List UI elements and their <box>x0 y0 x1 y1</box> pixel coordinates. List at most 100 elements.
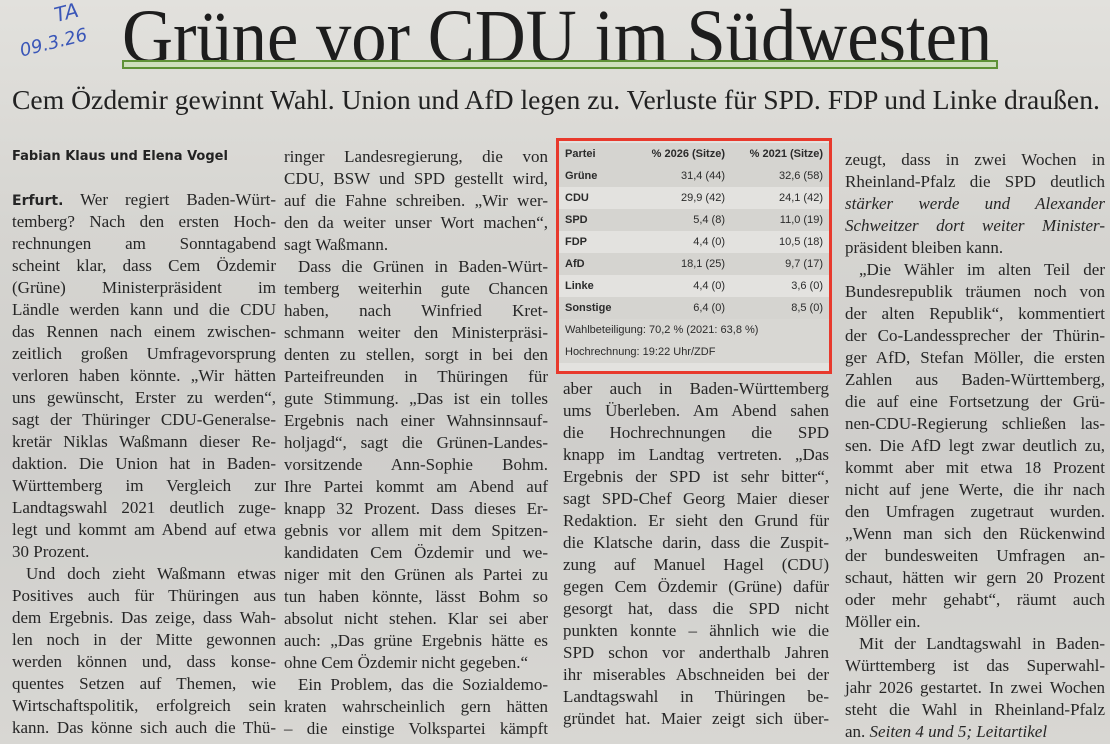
article-line: ohne Cem Özdemir nicht gegeben.“ <box>284 652 548 674</box>
line-text: knapp 32 Prozent. Dass dieses Er- <box>284 499 548 518</box>
article-line: ringer Landesregierung, die von <box>284 146 548 168</box>
article-line: zeitlich großen Umfragevorsprung <box>12 343 276 365</box>
line-text: rechnungen am Sonntagabend <box>12 234 276 253</box>
article-line: Positives auch für Thüringen aus <box>12 585 276 607</box>
result-2021: 10,5 (18) <box>778 236 823 248</box>
table-row: AfD 18,1 (25) 9,7 (17) <box>559 253 829 275</box>
article-line: kandidaten Cem Özdemir und we- <box>284 542 548 564</box>
article-line: Württemberg im Vergleich zur <box>12 475 276 497</box>
article-line: Landtagswahl 2021 deutlich zuge- <box>12 497 276 519</box>
article-line: kretär Niklas Waßmann dieser Re- <box>12 431 276 453</box>
article-line: aber auch in Baden-Württemberg <box>563 378 829 400</box>
line-text: an. <box>845 722 870 741</box>
line-text: den Umfragen zugetraut wurden. <box>845 502 1105 521</box>
line-text: oder mehr gehabt“, räumt auch <box>845 590 1105 609</box>
line-text: ums Überleben. Am Abend sahen <box>563 401 829 420</box>
result-2021: 9,7 (17) <box>785 258 823 270</box>
line-text: präsident bleiben kann. <box>845 238 1004 257</box>
article-line: temberg weiterhin gute Chancen <box>284 278 548 300</box>
article-line: dem Ergebnis. Das zeige, dass Wah- <box>12 607 276 629</box>
article-line: schaut, hätten wir gern 20 Prozent <box>845 567 1105 589</box>
line-text: „Wenn man sich den Rückenwind <box>845 524 1105 543</box>
article-line: nen-CDU-Regierung schließen las- <box>845 413 1105 435</box>
line-text: legt und kommt am Abend auf etwa <box>12 520 276 539</box>
line-text: ohne Cem Özdemir nicht gegeben.“ <box>284 653 529 672</box>
line-text: zeitlich großen Umfragevorsprung <box>12 344 276 363</box>
party-name: Linke <box>565 280 594 292</box>
article-line: CDU, BSW und SPD gestellt wird, <box>284 168 548 190</box>
party-name: Sonstige <box>565 302 612 314</box>
article-line: Dass die Grünen in Baden-Würt- <box>284 256 548 278</box>
article-line: legt und kommt am Abend auf etwa <box>12 519 276 541</box>
line-text: sagt der Thüringer CDU-Generalse- <box>12 410 276 429</box>
article-line: holjagd“, sagt die Grünen-Landes- <box>284 432 548 454</box>
article-line: daktion. Die Union hat in Baden- <box>12 453 276 475</box>
article-line: Wirtschaftspolitik, erfolgreich sein <box>12 695 276 717</box>
line-text: jahr 2026 gestartet. In zwei Wochen <box>845 678 1105 697</box>
page-reference: Seiten 4 und 5; Leitartikel <box>869 722 1048 741</box>
line-text: SPD schon vor anderthalb Jahren <box>563 643 829 662</box>
line-text: dem Ergebnis. Das zeige, dass Wah- <box>12 608 276 627</box>
header-party: Partei <box>565 148 596 160</box>
line-text: denten zu stellen, sorgt in bei den <box>284 345 548 364</box>
line-text: Zahlen aus Baden-Württemberg, <box>845 370 1105 389</box>
article-line: Schweitzer dort weiter Minister- <box>845 215 1105 237</box>
header-2021: % 2021 (Sitze) <box>749 148 823 160</box>
line-text: tun haben könnte, lässt Bohm so <box>284 587 548 606</box>
party-name: AfD <box>565 258 585 270</box>
article-line: knapp 32 Prozent. Dass dieses Er- <box>284 498 548 520</box>
table-row: Sonstige 6,4 (0) 8,5 (0) <box>559 297 829 319</box>
line-text: 30 Prozent. <box>12 542 90 561</box>
line-text: nicht auf jene Werte, die ihr nach <box>845 480 1105 499</box>
handwritten-date: 09.3.26 <box>17 24 90 62</box>
projection-source: Hochrechnung: 19:22 Uhr/ZDF <box>559 341 829 363</box>
article-line: Zahlen aus Baden-Württemberg, <box>845 369 1105 391</box>
line-text: Redaktion. Er sieht den Grund für <box>563 511 829 530</box>
line-text: (Grüne) Ministerpräsident im <box>12 278 276 297</box>
line-text: der bundesweiten Umfragen an- <box>845 546 1105 565</box>
line-text: Möller ein. <box>845 612 921 631</box>
article-line: oder mehr gehabt“, räumt auch <box>845 589 1105 611</box>
dateline: Erfurt. <box>12 193 64 209</box>
article-line: gute Stimmung. „Das ist ein tolles <box>284 388 548 410</box>
article-line: der Co-Landessprecher der Thürin- <box>845 325 1105 347</box>
line-text: CDU, BSW und SPD gestellt wird, <box>284 169 548 188</box>
article-line: schmann weiter den Ministerpräsi- <box>284 322 548 344</box>
article-line: gesorgt hat, dass die SPD nicht <box>563 598 829 620</box>
line-text: kommt aber mit etwa 18 Prozent <box>845 458 1105 477</box>
article-line: der bundesweiten Umfragen an- <box>845 545 1105 567</box>
line-text: kraten wahrscheinlich gern hätten <box>284 697 548 716</box>
article-line: Ihre Partei kommt am Abend auf <box>284 476 548 498</box>
line-text: Bundesrepublik träumen noch von <box>845 282 1105 301</box>
turnout: Wahlbeteiligung: 70,2 % (2021: 63,8 %) <box>559 319 829 341</box>
article-line: vorsitzende Ann-Sophie Bohm. <box>284 454 548 476</box>
line-text: der Co-Landessprecher der Thürin- <box>845 326 1105 345</box>
article-line: den da weiter unser Wort machen“, <box>284 212 548 234</box>
party-name: Grüne <box>565 170 598 182</box>
article-line: präsident bleiben kann. <box>845 237 1105 259</box>
line-text: temberg? Nach den ersten Hoch- <box>12 212 276 231</box>
line-text: uns gewünscht, Erster zu werden“, <box>12 388 276 407</box>
article-line: sagt Waßmann. <box>284 234 548 256</box>
party-name: SPD <box>565 214 588 226</box>
result-2026: 31,4 (44) <box>680 170 725 182</box>
result-2021: 24,1 (42) <box>778 192 823 204</box>
line-text: Ländle werden kann und die CDU <box>12 300 276 319</box>
line-text: nen-CDU-Regierung schließen las- <box>845 414 1105 433</box>
article-line: punkten konnte – ähnlich wie die <box>563 620 829 642</box>
table-row: Linke 4,4 (0) 3,6 (0) <box>559 275 829 297</box>
table-row: SPD 5,4 (8) 11,0 (19) <box>559 209 829 231</box>
line-text: ringer Landesregierung, die von <box>284 147 548 166</box>
article-line: Landtagswahl in Thüringen be- <box>563 686 829 708</box>
result-2026: 5,4 (8) <box>693 214 725 226</box>
article-line: stärker werde und Alexander <box>845 193 1105 215</box>
article-line: – die einstige Volkspartei kämpft <box>284 718 548 740</box>
line-text: kretär Niklas Waßmann dieser Re- <box>12 432 276 451</box>
line-text: Mit der Landtagswahl in Baden- <box>859 634 1105 653</box>
article-line: niger mit den Grünen als Partei zu <box>284 564 548 586</box>
article-line: nicht auf jene Werte, die ihr nach <box>845 479 1105 501</box>
article-line: die Klatsche darin, dass die Zuspit- <box>563 532 829 554</box>
line-text: der alten Republik“, kommentiert <box>845 304 1105 323</box>
article-column-2: ringer Landesregierung, die von CDU, BSW … <box>284 146 548 740</box>
line-text: ihr miserables Abschneiden bei der <box>563 665 829 684</box>
